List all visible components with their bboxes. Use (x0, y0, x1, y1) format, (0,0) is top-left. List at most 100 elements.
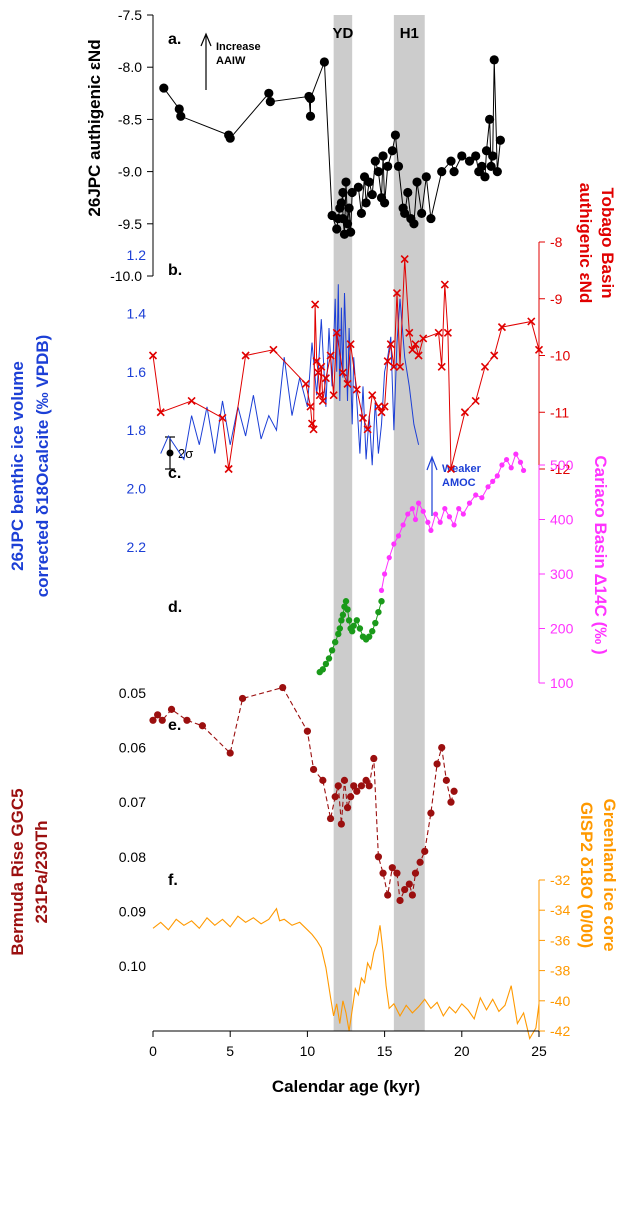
panel-e-axis-title-1: Bermuda Rise GGC5 (8, 788, 27, 955)
jpc26-end-point (364, 177, 374, 187)
jpc26-end-point (484, 114, 495, 124)
x-tick-label: 0 (149, 1043, 157, 1059)
pa-th-point (303, 727, 311, 735)
cariaco-point (520, 467, 527, 474)
benthic-d18o-line (160, 284, 420, 466)
jpc26-end-point (264, 88, 274, 98)
panel-f-tick-label: -42 (550, 1023, 570, 1039)
cariaco-point (442, 506, 448, 512)
pa-th-point (238, 694, 247, 703)
panel-f-tick-label: -36 (550, 932, 570, 948)
tobago-point (224, 464, 233, 474)
tobago-point (419, 334, 428, 343)
pa-th-point (279, 683, 287, 692)
panel-a-tick-label: -8.0 (118, 59, 142, 75)
jpc26-end-point (353, 182, 363, 192)
pa-th-point (374, 853, 383, 861)
cariaco-green-point (345, 617, 353, 624)
panel-f-series (152, 907, 540, 1040)
jpc26-end-point (492, 167, 502, 177)
jpc26-end-point (400, 208, 410, 218)
tobago-point (346, 340, 355, 349)
pa-th-point (357, 782, 366, 790)
jpc26-end-point (421, 172, 431, 182)
jpc26-end-point (426, 213, 436, 224)
tobago-point (329, 391, 338, 400)
cariaco-point (473, 492, 479, 498)
pa-th-point (427, 809, 435, 817)
cariaco-point (446, 514, 453, 520)
panel-b-tick-label: -8 (550, 234, 563, 250)
jpc26-end-point (319, 57, 329, 67)
jpc26-end-point (305, 111, 316, 121)
cariaco-green-point (365, 633, 373, 640)
jpc26-end-point (305, 93, 316, 104)
cariaco-point (415, 500, 422, 506)
jpc26-end-point (477, 161, 487, 171)
cariaco-point (382, 571, 388, 577)
panel-f-axis-title-2: GISP2 δ18O (0/00) (577, 802, 596, 948)
weaker-amoc-arrowhead (426, 455, 438, 471)
tobago-point (318, 396, 327, 405)
tobago-point (497, 323, 507, 332)
axes: -7.5 -8.0 -8.5 -9.0 -9.5 -10.0 -8 -9 -10 -11 -12 1.… (110, 7, 573, 1039)
panel-f-tick-label: -40 (550, 993, 570, 1009)
jpc26-end-point (336, 198, 346, 208)
jpc26-end-point (486, 161, 496, 171)
cariaco-green-point (356, 625, 364, 632)
jpc26-end-point (346, 227, 356, 237)
panel-b-tick-label: -10 (550, 348, 570, 364)
tobago-point (460, 408, 469, 417)
tobago-point (332, 328, 341, 337)
panel-c-tick-label: 2.2 (127, 539, 147, 555)
x-tick-label: 25 (531, 1043, 547, 1059)
cariaco-point (513, 451, 519, 457)
tobago-point (383, 357, 392, 366)
tobago-point (380, 402, 389, 411)
tobago-point (338, 368, 347, 377)
jpc26-end-line (163, 59, 501, 235)
pa-th-point (334, 782, 342, 790)
jpc26-end-point (403, 187, 413, 198)
pa-th-point (370, 754, 378, 763)
cariaco-point (494, 473, 500, 479)
x-tick-label: 20 (454, 1043, 470, 1059)
pa-th-point (154, 711, 162, 719)
tobago-point (368, 391, 377, 400)
cariaco-point (485, 484, 491, 490)
panel-c-axis-title-1: 26JPC benthic ice volume (8, 361, 27, 571)
pa-th-point (362, 776, 370, 784)
panel-d-tick-label: 100 (550, 675, 574, 691)
tobago-point (440, 280, 449, 289)
panel-c-tick-label: 1.6 (127, 364, 147, 380)
panel-a-tick-label: -8.5 (118, 111, 142, 127)
weaker-label: Weaker (442, 463, 482, 475)
tobago-point (156, 408, 165, 417)
yd-band (333, 15, 353, 1031)
jpc26-end-point (380, 198, 390, 208)
panel-e-tick-label: 0.07 (119, 794, 146, 810)
jpc26-end-point (174, 104, 184, 114)
cariaco-point (437, 519, 443, 525)
pa-th-point (416, 858, 424, 866)
cariaco-green-point (369, 628, 376, 635)
tobago-point (377, 408, 386, 417)
panel-e-letter: e. (168, 717, 181, 734)
jpc26-end-point (383, 161, 393, 171)
tobago-point (411, 340, 420, 349)
pa-th-point (396, 896, 404, 905)
jpc26-end-point (338, 187, 348, 198)
panel-c-tick-label: 2.0 (127, 481, 147, 497)
pa-th-point (421, 847, 429, 855)
cariaco-green-point (325, 655, 333, 662)
jpc26-end-point (225, 133, 235, 143)
pa-th-point (438, 744, 446, 752)
cariaco-point (508, 465, 514, 471)
cariaco-green-point (372, 619, 379, 627)
cariaco-point (420, 508, 426, 514)
jpc26-end-point (378, 151, 388, 161)
panel-e-tick-label: 0.08 (119, 849, 146, 865)
pa-th-point (226, 749, 234, 757)
panel-a-tick-label: -9.5 (118, 216, 142, 232)
tobago-point (471, 396, 480, 405)
